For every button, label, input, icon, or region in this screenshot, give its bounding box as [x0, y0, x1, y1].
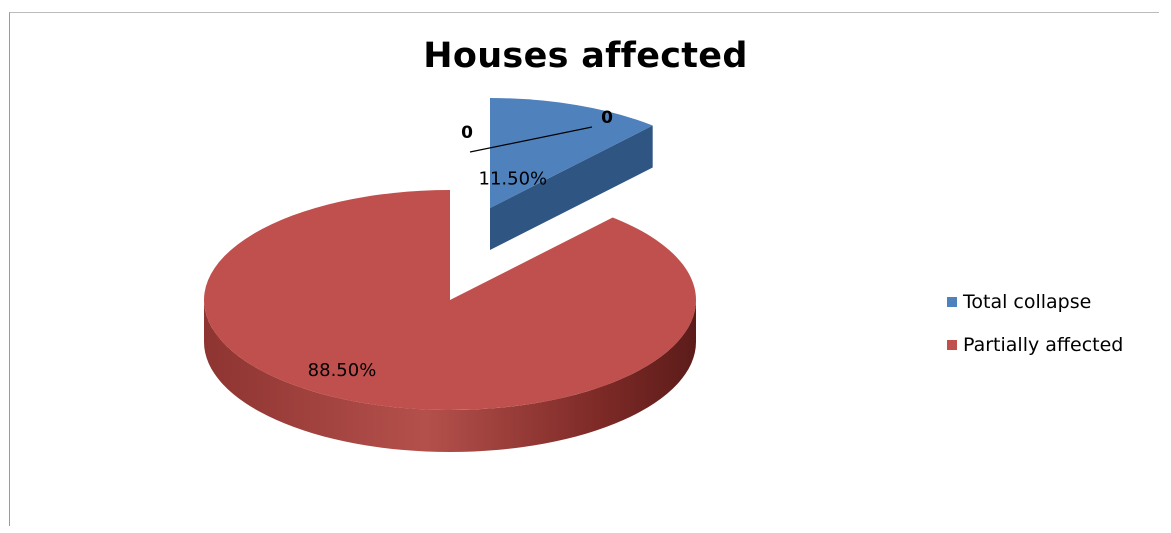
legend-item-total-collapse: Total collapse [947, 280, 1123, 323]
slice-total-collapse [490, 98, 653, 208]
data-label-total-collapse: 11.50% [479, 168, 548, 189]
chart-legend: Total collapse Partially affected [947, 280, 1123, 366]
legend-swatch-blue [947, 296, 957, 307]
slice-partially-affected-side [204, 300, 696, 452]
chart-title: Houses affected [423, 36, 748, 76]
legend-label: Partially affected [963, 333, 1124, 356]
data-label-partially-affected: 88.50% [308, 360, 377, 381]
slice-partially-affected [203, 190, 696, 410]
legend-item-partially-affected: Partially affected [947, 323, 1123, 366]
zero-label-left: 0 [461, 123, 473, 143]
legend-swatch-red [947, 339, 957, 350]
legend-label: Total collapse [963, 290, 1092, 313]
slice-total-collapse-wall [490, 125, 653, 250]
zero-label-right: 0 [601, 108, 613, 128]
leader-line [469, 126, 593, 153]
